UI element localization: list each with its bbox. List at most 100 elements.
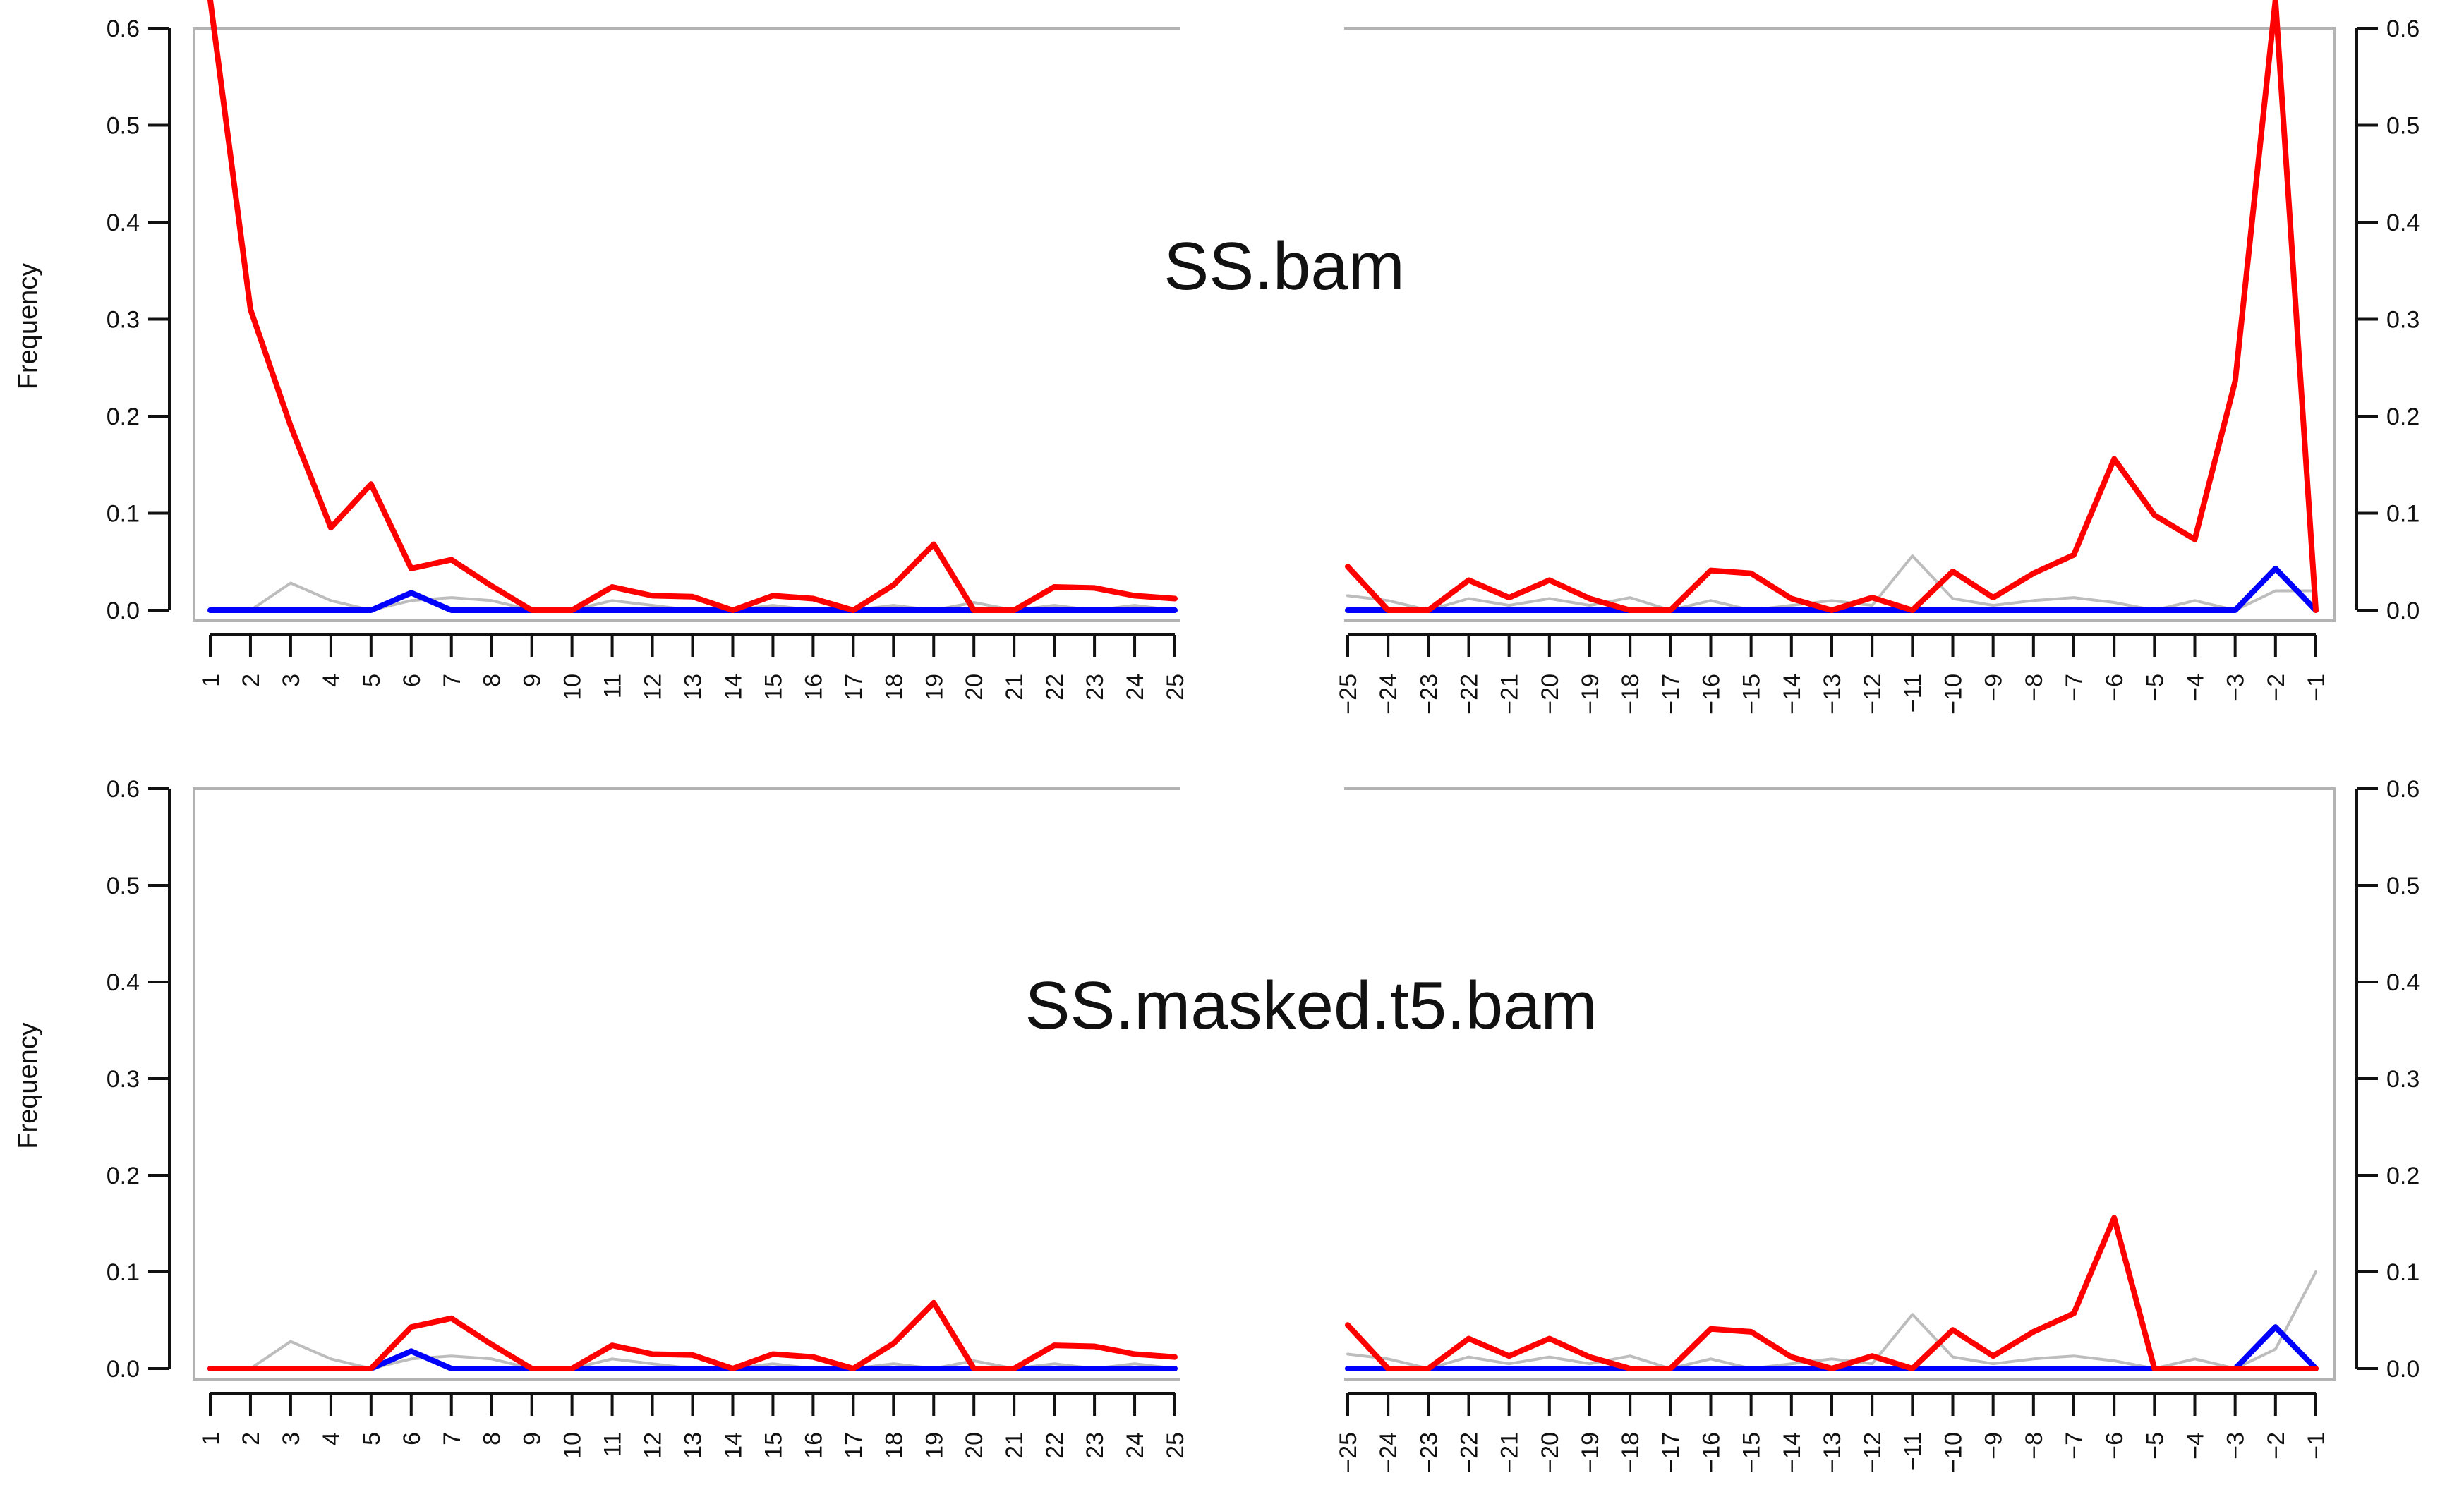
data-point-blue-left: [771, 1366, 775, 1371]
x-tick-label-left: 2: [238, 674, 265, 687]
x-tick-label-left: 7: [439, 674, 466, 687]
x-tick-label-right: −21: [1497, 1432, 1523, 1473]
x-tick-label-left: 7: [439, 1432, 466, 1445]
data-point-blue-right: [1506, 608, 1511, 612]
y-tick-label-left: 0.4: [107, 210, 140, 236]
data-point-gray-left: [490, 599, 493, 602]
y-tick-label-left: 0.5: [107, 873, 140, 899]
data-point-red-left: [1133, 593, 1137, 598]
y-tick-label-left: 0.0: [107, 1356, 140, 1383]
x-tick-label-right: −13: [1819, 674, 1846, 715]
x-tick-label-left: 13: [680, 1432, 707, 1459]
x-tick-label-left: 2: [238, 1432, 265, 1445]
data-point-red-right: [1991, 1354, 1995, 1359]
x-tick-label-left: 21: [1001, 674, 1028, 701]
data-point-red-right: [1346, 564, 1350, 569]
x-tick-label-left: 17: [840, 1432, 867, 1459]
data-point-gray-right: [1629, 596, 1631, 599]
y-tick-label-right: 0.6: [2386, 776, 2420, 803]
data-point-blue-right: [1708, 1366, 1713, 1371]
series-line-red-left: [207, 0, 1178, 613]
data-point-gray-left: [972, 601, 975, 604]
x-tick-label-right: −6: [2101, 1432, 2128, 1460]
plot-frame-right: [1344, 27, 2336, 622]
data-point-red-left: [569, 1366, 574, 1371]
x-tick-label-left: 20: [961, 674, 988, 701]
data-point-blue-right: [1749, 608, 1753, 612]
data-point-red-right: [1588, 1354, 1592, 1359]
data-point-blue-left: [1173, 608, 1177, 612]
x-tick-label-right: −2: [2263, 674, 2290, 701]
x-tick-label-left: 16: [800, 1432, 827, 1459]
data-point-red-left: [811, 1354, 816, 1359]
data-point-gray-right: [1387, 1357, 1389, 1360]
data-point-red-left: [449, 557, 454, 562]
x-tick-label-right: −1: [2303, 674, 2330, 701]
panel-1-title: SS.bam: [1164, 229, 1404, 304]
data-point-gray-right: [1992, 1362, 1995, 1365]
data-point-gray-left: [289, 1340, 292, 1343]
data-point-gray-left: [972, 1359, 975, 1362]
x-tick-label-right: −22: [1456, 674, 1483, 715]
data-point-red-left: [690, 1352, 695, 1357]
y-tick-label-left: 0.0: [107, 598, 140, 624]
series-line-red-right: [1345, 0, 2319, 613]
x-tick-label-left: 14: [720, 674, 747, 701]
data-point-blue-left: [248, 608, 253, 612]
data-point-red-left: [368, 482, 373, 487]
data-point-blue-left: [931, 608, 936, 612]
x-tick-label-left: 9: [519, 674, 546, 687]
data-point-red-left: [1052, 585, 1057, 589]
data-point-blue-left: [1173, 1366, 1177, 1371]
y-tick-label-left: 0.6: [107, 776, 140, 803]
data-point-gray-left: [611, 1357, 614, 1360]
data-point-gray-left: [651, 604, 654, 607]
x-tick-label-right: −21: [1497, 674, 1523, 715]
y-tick-label-left: 0.1: [107, 1259, 140, 1286]
data-point-blue-right: [1708, 608, 1713, 612]
data-point-blue-left: [1092, 1366, 1097, 1371]
data-point-red-right: [2112, 1215, 2117, 1220]
plot-frame-right: [1344, 787, 2336, 1381]
data-point-red-right: [1708, 1326, 1713, 1331]
y-axis-title: Frequency: [13, 1022, 43, 1149]
data-point-red-left: [690, 594, 695, 599]
data-point-red-right: [1506, 595, 1511, 600]
y-axis-title: Frequency: [13, 263, 43, 390]
data-point-red-left: [1173, 1354, 1177, 1359]
data-point-blue-right: [2031, 608, 2036, 612]
data-point-red-left: [891, 1341, 896, 1346]
data-point-red-right: [2031, 1329, 2036, 1334]
x-tick-label-right: −20: [1537, 674, 1564, 715]
data-point-red-right: [1547, 578, 1552, 583]
data-point-gray-right: [1468, 1356, 1470, 1359]
x-tick-label-right: −15: [1739, 1432, 1765, 1473]
y-tick-label-right: 0.2: [2386, 1163, 2420, 1189]
data-point-gray-left: [410, 599, 413, 602]
data-point-gray-right: [2113, 601, 2115, 604]
x-tick-label-left: 18: [881, 1432, 907, 1459]
data-point-gray-left: [771, 604, 774, 607]
data-point-gray-right: [1952, 1356, 1954, 1359]
data-point-red-left: [610, 1343, 615, 1348]
x-tick-label-left: 11: [600, 674, 627, 698]
series-line-gray-right: [1346, 554, 2317, 612]
x-tick-label-right: −19: [1577, 1432, 1604, 1473]
data-point-red-left: [529, 608, 534, 612]
data-point-red-left: [288, 423, 293, 428]
data-point-red-right: [1466, 578, 1471, 583]
data-point-red-left: [248, 1366, 253, 1371]
data-point-red-left: [409, 566, 413, 571]
x-tick-label-left: 15: [760, 674, 787, 701]
data-point-red-right: [2152, 1366, 2157, 1371]
x-tick-label-left: 21: [1001, 1432, 1028, 1459]
x-tick-label-left: 19: [921, 1432, 948, 1459]
data-point-blue-right: [1749, 1366, 1753, 1371]
data-point-blue-right: [2233, 608, 2237, 612]
data-point-red-right: [1870, 1354, 1875, 1359]
data-point-blue-right: [2273, 1325, 2278, 1330]
data-point-blue-right: [1547, 608, 1552, 612]
data-point-gray-right: [2194, 1357, 2196, 1360]
y-tick-label-right: 0.3: [2386, 1066, 2420, 1093]
x-tick-label-right: −25: [1335, 1432, 1362, 1473]
